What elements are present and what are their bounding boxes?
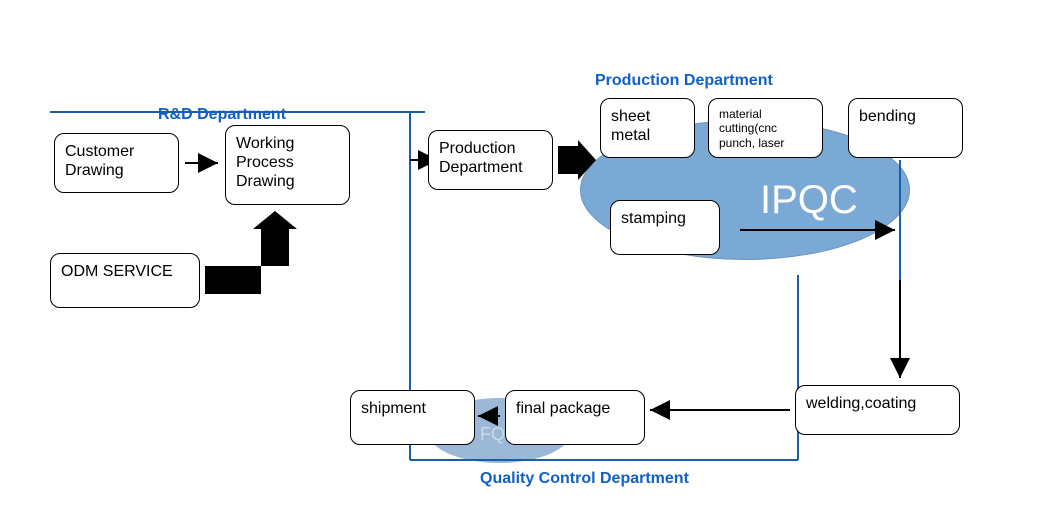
- node-shipment: shipment: [350, 390, 475, 445]
- node-final-package: final package: [505, 390, 645, 445]
- heading-qc: Quality Control Department: [480, 470, 689, 488]
- ipqc-label: IPQC: [760, 178, 858, 223]
- node-text: shipment: [361, 399, 426, 418]
- node-text: CustomerDrawing: [65, 142, 134, 180]
- node-bending: bending: [848, 98, 963, 158]
- node-text: material cutting(cnc punch, laser: [719, 107, 812, 150]
- node-material-cutting: material cutting(cnc punch, laser: [708, 98, 823, 158]
- node-text: welding,coating: [806, 394, 916, 413]
- node-text: ProductionDepartment: [439, 139, 523, 177]
- node-working-process-drawing: WorkingProcessDrawing: [225, 125, 350, 205]
- node-text: WorkingProcessDrawing: [236, 134, 295, 192]
- node-text: bending: [859, 107, 916, 126]
- node-odm-service: ODM SERVICE: [50, 253, 200, 308]
- node-customer-drawing: CustomerDrawing: [54, 133, 179, 193]
- heading-production: Production Department: [595, 72, 773, 90]
- node-text: final package: [516, 399, 610, 418]
- diagram-stage: IPQC FQC R&D Department Production Depar…: [0, 0, 1060, 520]
- heading-rd: R&D Department: [158, 106, 286, 124]
- node-stamping: stamping: [610, 200, 720, 255]
- node-production-department: ProductionDepartment: [428, 130, 553, 190]
- node-text: sheetmetal: [611, 107, 650, 145]
- node-welding-coating: welding,coating: [795, 385, 960, 435]
- node-text: ODM SERVICE: [61, 262, 173, 281]
- node-text: stamping: [621, 209, 686, 228]
- node-sheet-metal: sheetmetal: [600, 98, 695, 158]
